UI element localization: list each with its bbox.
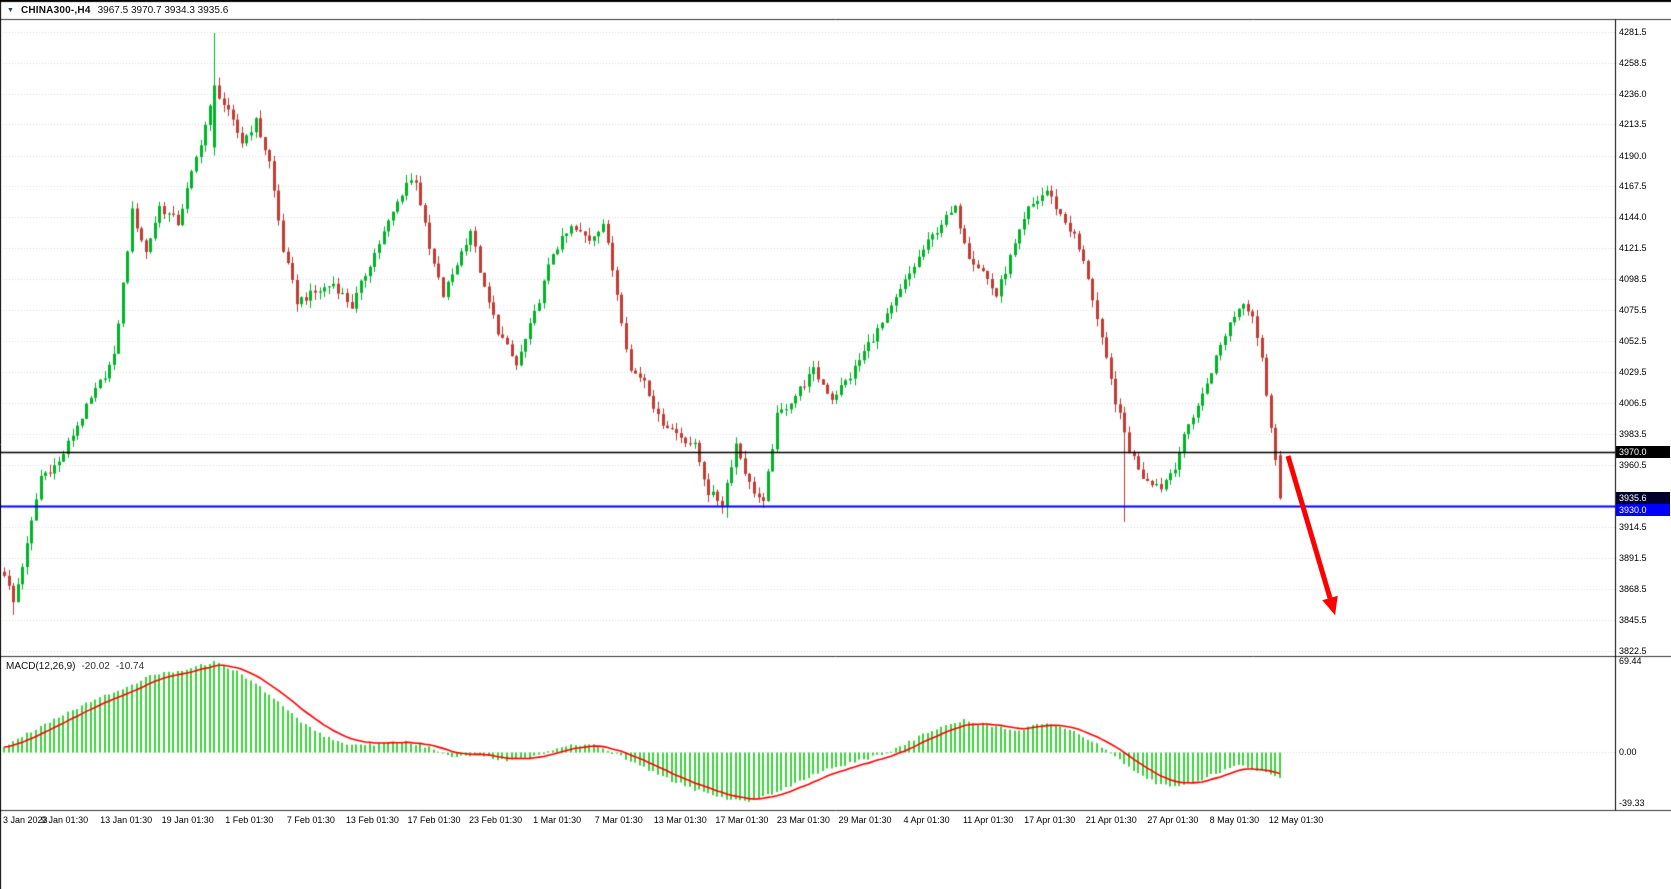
collapse-chart-icon[interactable]: ▼ xyxy=(7,7,14,14)
macd-name: MACD(12,26,9) xyxy=(6,661,76,672)
symbol-period-label: CHINA300-,H4 xyxy=(20,5,91,16)
ohlc-values: 3967.5 3970.7 3934.3 3935.6 xyxy=(97,5,229,16)
chart-title: ▼ CHINA300-,H4 3967.5 3970.7 3934.3 3935… xyxy=(7,4,228,17)
down-arrow-annotation[interactable] xyxy=(1282,452,1342,622)
price-line-tag-3930: 3930.0 xyxy=(1616,504,1670,517)
macd-signal-value: -10.74 xyxy=(115,661,145,672)
macd-indicator-label: MACD(12,26,9) -20.02 -10.74 xyxy=(6,661,144,672)
current-price-tag: 3935.6 xyxy=(1616,492,1670,505)
macd-main-value: -20.02 xyxy=(81,661,110,672)
price-line-tag-3970: 3970.0 xyxy=(1616,445,1670,458)
